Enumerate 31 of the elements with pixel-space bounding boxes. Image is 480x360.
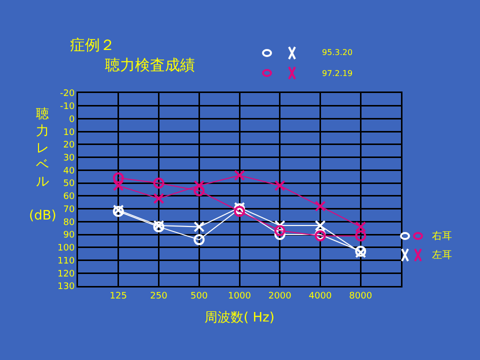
text: 聴力レベル (dB)	[29, 107, 56, 224]
y-tick-label: 50	[63, 179, 75, 190]
y-tick-label: 40	[63, 166, 75, 176]
x-tick-label: 8000	[349, 291, 372, 302]
y-tick-label: 70	[63, 204, 75, 215]
y-tick-label: 120	[58, 269, 75, 280]
text: 95.3.20	[322, 48, 353, 57]
y-tick-label: 90	[63, 230, 75, 241]
y-tick-label: -20	[60, 89, 75, 100]
x-tick-label: 4000	[308, 291, 332, 302]
chart-subtitle: 聴力検査成績	[105, 56, 195, 74]
x-tick-label: 500	[190, 291, 208, 302]
y-tick-label: 0	[68, 114, 75, 125]
text: 97.2.19	[322, 69, 353, 78]
y-tick-label: 110	[58, 256, 75, 266]
y-tick-label: 20	[63, 140, 75, 151]
y-tick-label: 60	[63, 192, 75, 202]
y-tick-label: -10	[60, 102, 75, 112]
text: 右耳	[432, 231, 452, 242]
x-tick-label: 1000	[228, 291, 252, 302]
y-tick-label: 10	[63, 128, 75, 138]
y-tick-label: 80	[63, 218, 75, 228]
y-tick-label: 130	[58, 282, 75, 292]
x-axis-title: 周波数( Hz)	[204, 310, 274, 326]
y-tick-label: 100	[58, 244, 75, 254]
y-tick-label: 30	[63, 153, 75, 164]
x-tick-label: 2000	[268, 291, 292, 302]
text: 左耳	[432, 249, 452, 261]
x-tick-label: 250	[150, 291, 168, 302]
x-tick-label: 125	[110, 291, 127, 302]
chart-title: 症例２	[70, 36, 115, 54]
